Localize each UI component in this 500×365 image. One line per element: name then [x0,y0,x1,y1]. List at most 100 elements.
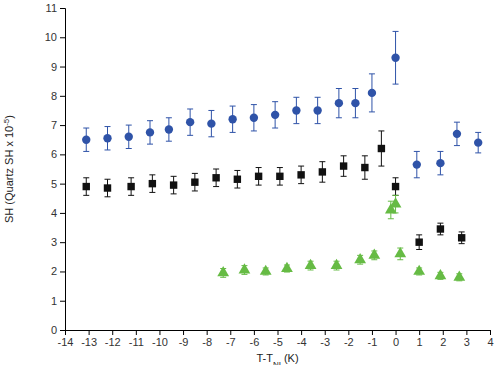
x-tick-mark [159,330,160,335]
point [255,173,262,180]
error-bar [213,169,219,187]
y-tick-label: 7 [51,119,57,131]
point [453,271,465,281]
x-tick-label: 0 [393,336,399,348]
x-tick: 3 [464,330,470,348]
point [297,171,304,178]
y-tick-label: 5 [51,178,57,190]
error-bar [298,166,304,184]
xlabel-part: (K) [281,352,299,364]
x-tick: -14 [58,330,74,348]
xlabel-part: NI [273,360,281,365]
point [125,133,133,141]
x-tick-mark [490,330,491,335]
error-bar [256,168,262,186]
point [313,106,321,114]
y-tick-mark [60,213,65,214]
point [281,262,293,272]
point [340,162,347,169]
x-tick: 2 [440,330,446,348]
x-tick-label: -4 [297,336,307,348]
point [228,115,236,123]
plot: -14-13-12-11-10-9-8-7-6-5-4-3-2-10123401… [45,2,494,348]
point [474,138,482,146]
x-tick: -8 [202,330,212,348]
x-tick: 1 [417,330,423,348]
x-tick: -11 [129,330,144,348]
xlabel-part: T-T [256,352,273,364]
point [83,183,90,190]
point [458,234,465,241]
point [292,106,300,114]
x-tick-mark [112,330,113,335]
point [207,119,215,127]
point [435,269,447,279]
x-tick-label: -7 [226,336,236,348]
error-bar [416,235,422,250]
point [103,134,111,142]
x-tick: -3 [320,330,330,348]
ylabel-part: SH (Quartz SH x 10 [3,126,15,223]
y-tick-label: 2 [51,265,57,277]
series [82,31,482,177]
point [305,259,317,269]
point [319,168,326,175]
point [234,176,241,183]
x-tick: -4 [297,330,307,348]
error-bar [378,131,384,166]
series [217,195,465,280]
x-tick: -10 [152,330,168,348]
x-tick-label: -11 [129,336,144,348]
point [361,164,368,171]
point [392,183,399,190]
x-tick: -6 [249,330,259,348]
error-bar [393,178,399,196]
y-tick-label: 10 [45,31,57,43]
point [378,145,385,152]
x-tick-mark [230,330,231,335]
point [368,249,380,259]
x-tick-mark [136,330,137,335]
y-tick: 6 [51,148,65,160]
x-tick-label: -5 [273,336,283,348]
y-tick-label: 6 [51,148,57,160]
y-tick: 9 [51,61,65,73]
x-axis: -14-13-12-11-10-9-8-7-6-5-4-3-2-101234 [58,330,494,348]
point [146,128,154,136]
point [82,136,90,144]
y-tick-mark [60,125,65,126]
x-tick-label: -2 [344,336,354,348]
x-tick-mark [443,330,444,335]
error-bar [128,178,134,196]
x-tick: -5 [273,330,283,348]
x-tick-label: 2 [440,336,446,348]
y-tick-label: 3 [51,236,57,248]
y-tick-mark [60,242,65,243]
error-bar [105,179,111,197]
error-bar [149,175,155,193]
y-tick: 7 [51,119,65,131]
error-bar [362,156,368,179]
x-tick-mark [325,330,326,335]
x-tick-mark [348,330,349,335]
point [413,160,421,168]
point [149,180,156,187]
point [391,54,399,62]
y-tick-mark [60,67,65,68]
error-bar [277,168,283,186]
marks [82,31,482,280]
y-tick-label: 0 [51,324,57,336]
y-tick-label: 1 [51,295,57,307]
x-tick-label: -13 [81,336,97,348]
point [104,184,111,191]
point [271,111,279,119]
point [165,125,173,133]
x-tick: 4 [487,330,493,348]
y-tick-mark [60,154,65,155]
y-tick: 5 [51,178,65,190]
error-bar [192,173,198,191]
x-tick-label: -3 [320,336,330,348]
x-tick-label: -9 [179,336,189,348]
chart: -14-13-12-11-10-9-8-7-6-5-4-3-2-10123401… [0,0,500,365]
y-tick-mark [60,37,65,38]
